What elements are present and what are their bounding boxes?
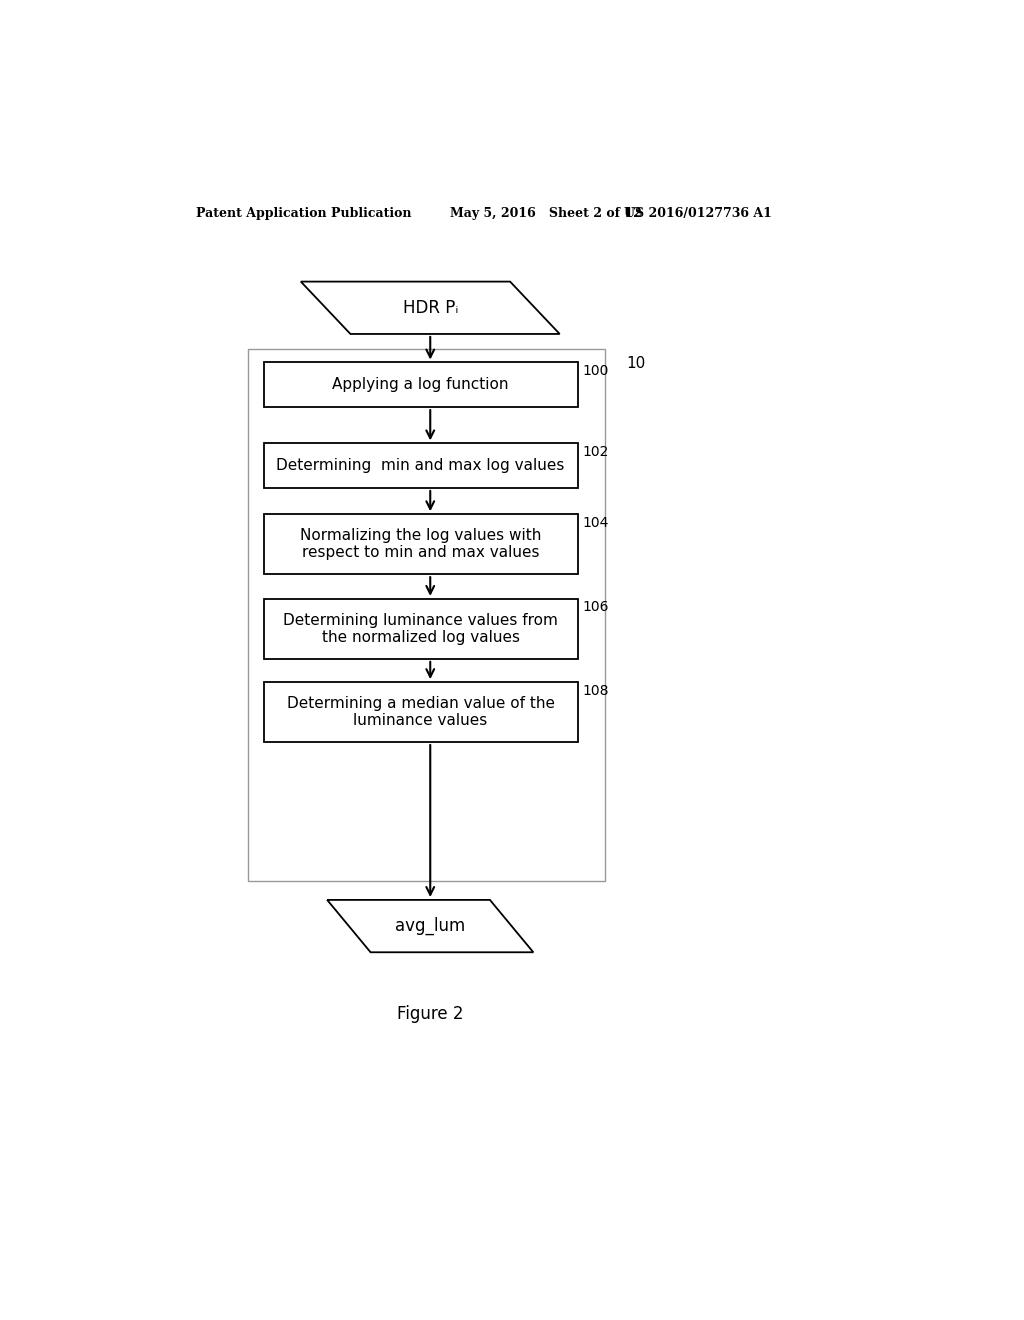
Text: 108: 108 [583, 684, 608, 697]
Text: 102: 102 [583, 445, 608, 459]
Text: Applying a log function: Applying a log function [333, 378, 509, 392]
Text: Determining a median value of the
luminance values: Determining a median value of the lumina… [287, 696, 555, 729]
Text: 100: 100 [583, 364, 608, 378]
Text: May 5, 2016   Sheet 2 of 12: May 5, 2016 Sheet 2 of 12 [450, 207, 641, 220]
Text: 10: 10 [627, 355, 645, 371]
Text: Patent Application Publication: Patent Application Publication [197, 207, 412, 220]
Text: 104: 104 [583, 516, 608, 529]
Text: avg_lum: avg_lum [395, 917, 465, 936]
Text: Determining  min and max log values: Determining min and max log values [276, 458, 565, 473]
Bar [263, 363, 578, 407]
Text: Figure 2: Figure 2 [397, 1005, 464, 1023]
Text: Determining luminance values from
the normalized log values: Determining luminance values from the no… [283, 612, 558, 645]
Bar [248, 350, 604, 880]
Bar [263, 682, 578, 742]
Text: HDR Pᵢ: HDR Pᵢ [402, 298, 458, 317]
Bar [263, 599, 578, 659]
Bar [263, 444, 578, 488]
Bar [263, 515, 578, 574]
Text: Normalizing the log values with
respect to min and max values: Normalizing the log values with respect … [300, 528, 542, 561]
Text: 106: 106 [583, 601, 608, 614]
Text: US 2016/0127736 A1: US 2016/0127736 A1 [624, 207, 772, 220]
